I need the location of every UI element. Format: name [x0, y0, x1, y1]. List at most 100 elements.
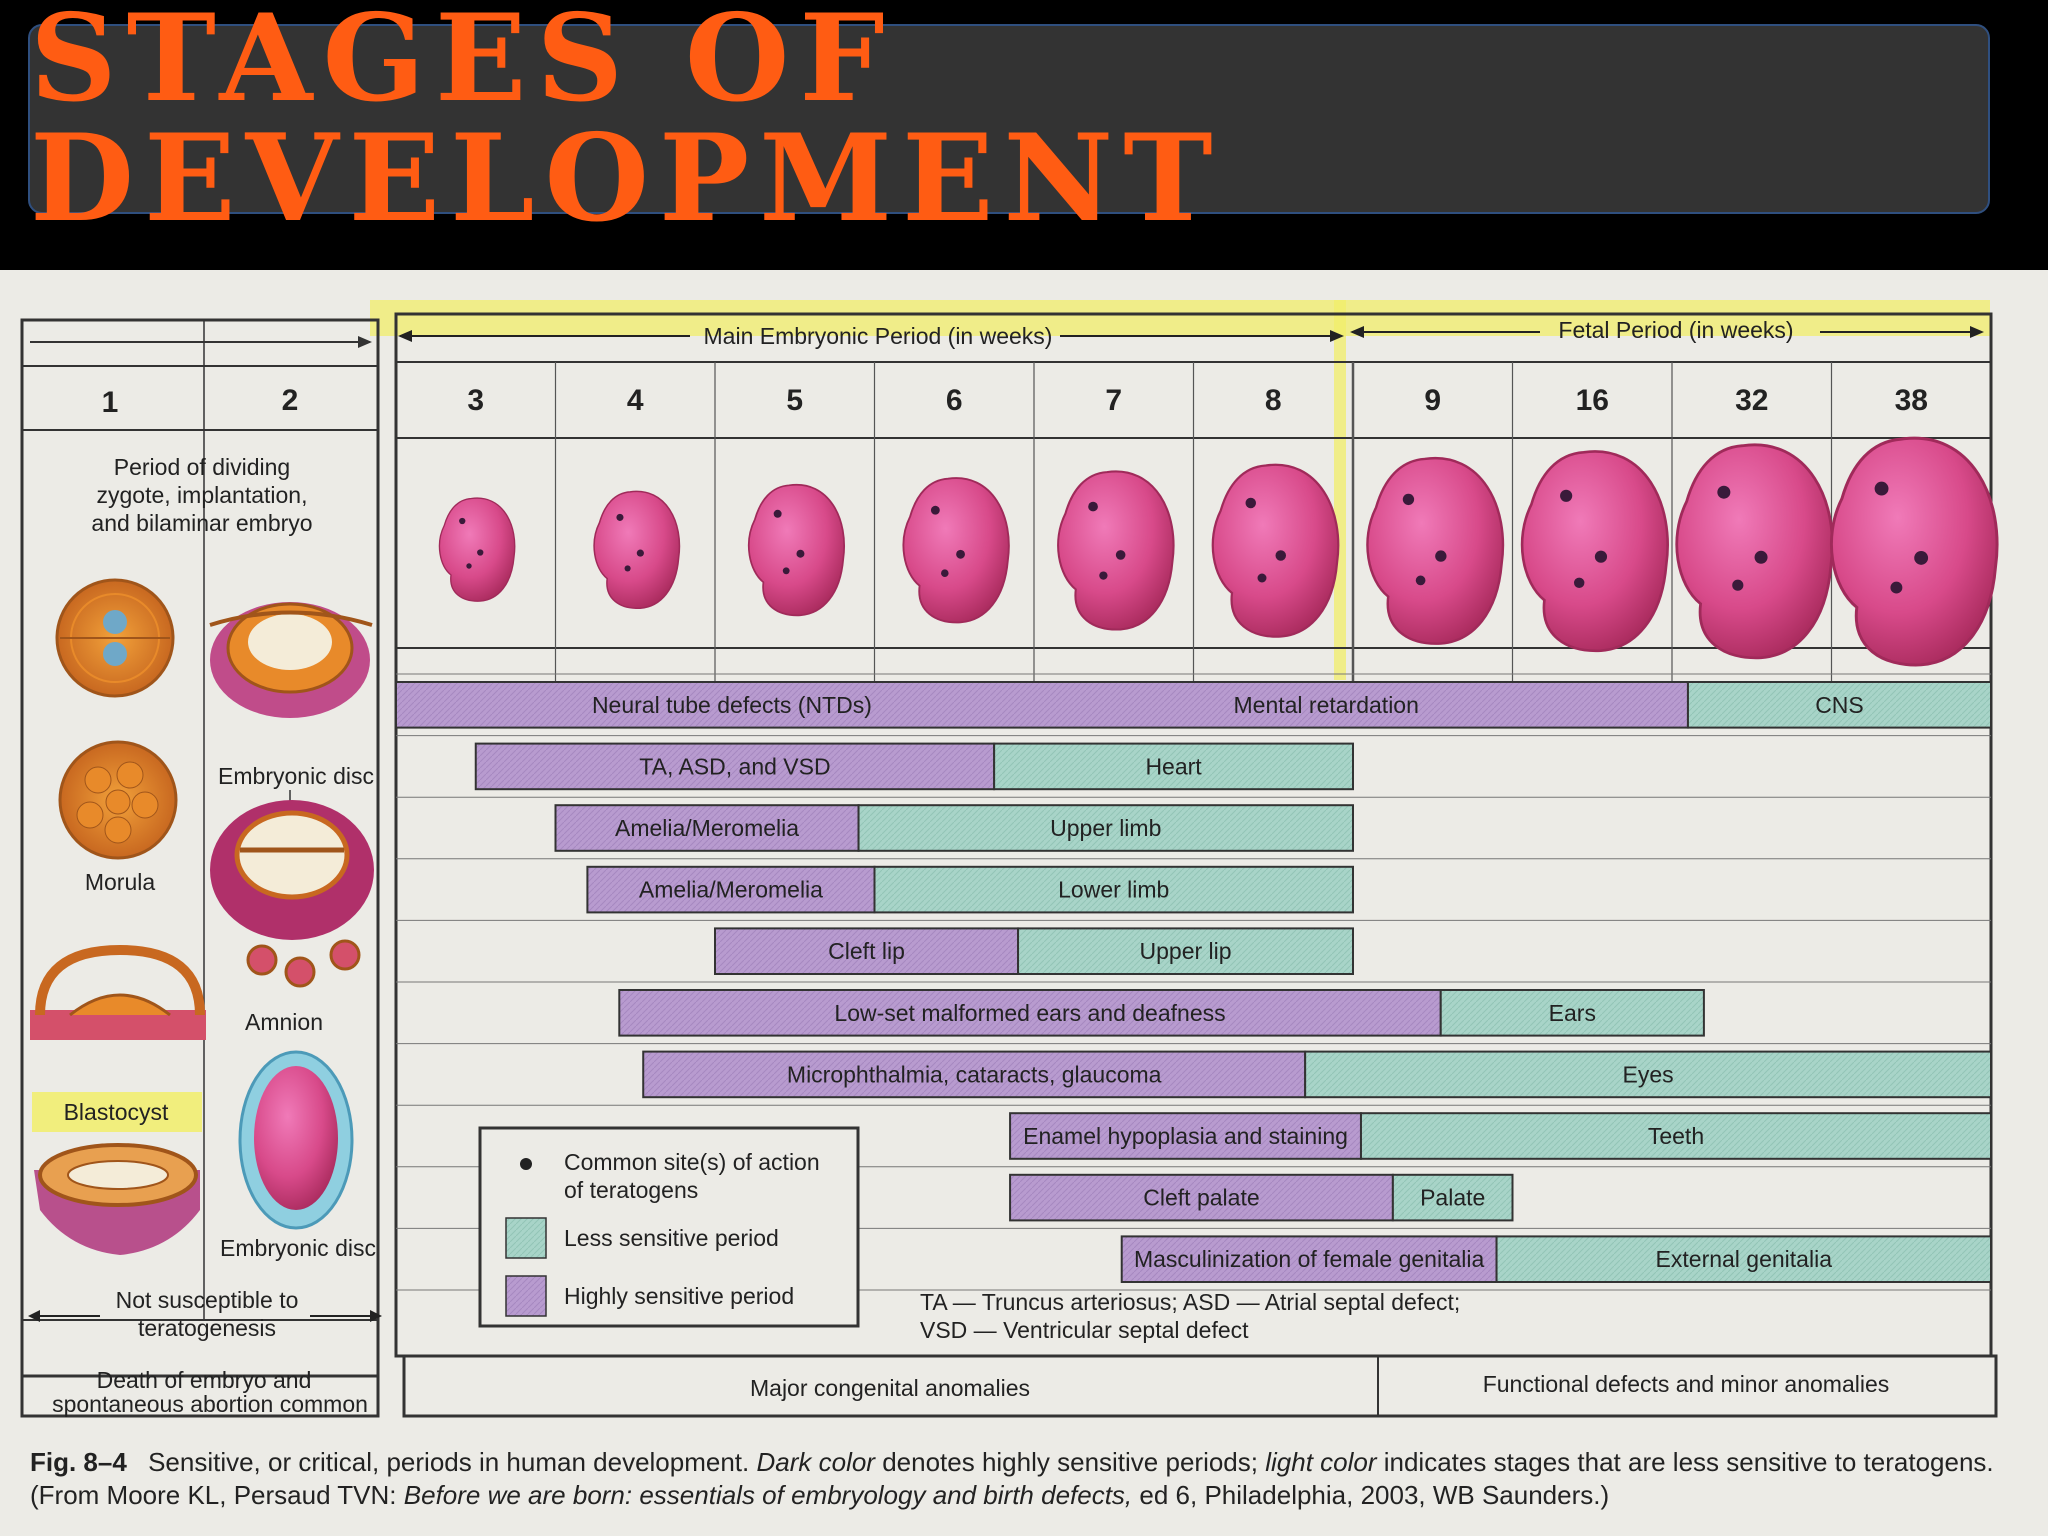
bar-label: Cleft palate	[1143, 1185, 1259, 1211]
embryo-illustration	[1057, 470, 1175, 631]
caption-text: ed 6, Philadelphia, 2003, WB Saunders.)	[1139, 1480, 1610, 1510]
embryo-illustration	[593, 490, 681, 609]
embryo-layer	[438, 436, 1999, 667]
period-text-line: zygote, implantation,	[97, 482, 308, 508]
amnion-label: Amnion	[245, 1009, 323, 1035]
less-sensitive-bar	[1391, 1173, 1514, 1222]
week-label: 7	[1105, 384, 1122, 417]
less-sensitive-bar	[1017, 927, 1354, 976]
morula-illustration	[58, 740, 178, 860]
week-label: 1	[102, 386, 119, 419]
caption-light: light color	[1265, 1447, 1377, 1477]
figure-caption: Fig. 8–4 Sensitive, or critical, periods…	[30, 1446, 2020, 1512]
embryo-illustration	[1211, 463, 1340, 638]
week-label: 4	[627, 384, 644, 417]
caption-book: Before we are born: essentials of embryo…	[403, 1480, 1133, 1510]
bar-label: TA, ASD, and VSD	[639, 753, 830, 779]
blastocyst-label: Blastocyst	[64, 1099, 169, 1125]
bar-label: Low-set malformed ears and deafness	[834, 1000, 1225, 1026]
figure-sheet: 1 2 Period of dividing zygote, implantat…	[0, 270, 2048, 1536]
week-label: 38	[1895, 384, 1928, 417]
bar-label: Masculinization of female genitalia	[1134, 1246, 1485, 1272]
bar-label: Cleft lip	[828, 938, 905, 964]
main-period-highlight	[370, 300, 1990, 336]
sensitive-periods-diagram: 1 2 Period of dividing zygote, implantat…	[20, 300, 1999, 1418]
blastocyst-highlight	[32, 1092, 202, 1132]
less-sensitive-bar	[1439, 989, 1705, 1037]
bar-label: Teeth	[1648, 1123, 1704, 1149]
bar-label: External genitalia	[1656, 1246, 1833, 1272]
embryo-illustration	[747, 483, 845, 617]
bar-label: Lower limb	[1058, 877, 1169, 903]
period-text-line: Period of dividing	[114, 454, 290, 480]
bar-label: Upper lip	[1140, 938, 1232, 964]
figure-number: Fig. 8–4	[30, 1447, 127, 1477]
death-text: spontaneous abortion common	[52, 1391, 368, 1417]
abbreviation-note: VSD — Ventricular septal defect	[920, 1317, 1249, 1343]
legend-dot-label: Common site(s) of action	[564, 1149, 820, 1175]
caption-text: Sensitive, or critical, periods in human…	[148, 1447, 750, 1477]
implanted-embryo-illustration	[210, 800, 374, 988]
bar-label: Amelia/Meromelia	[615, 815, 799, 841]
caption-text: denotes highly sensitive periods;	[882, 1447, 1258, 1477]
less-sensitive-bar	[993, 742, 1354, 791]
less-sensitive-bar	[1304, 1050, 1992, 1099]
legend: Common site(s) of action of teratogens L…	[478, 1126, 860, 1328]
bilaminar-embryo-illustration	[209, 602, 373, 718]
legend-less-label: Less sensitive period	[564, 1225, 779, 1251]
embryo-illustration	[1520, 450, 1669, 652]
embryo-illustration	[902, 477, 1010, 624]
caption-dark: Dark color	[756, 1447, 875, 1477]
week-label: 6	[946, 384, 963, 417]
week-label: 9	[1424, 384, 1441, 417]
less-sensitive-bar	[857, 804, 1354, 852]
legend-high-label: Highly sensitive period	[564, 1283, 794, 1309]
title-banner: STAGES OF DEVELOPMENT	[28, 0, 1990, 239]
week-label: 5	[786, 384, 803, 417]
bars-layer: Neural tube defects (NTDs) Mental retarda…	[395, 681, 1993, 1284]
legend-dot-label: of teratogens	[564, 1177, 698, 1203]
bar-label: CNS	[1815, 692, 1864, 718]
page-title: STAGES OF DEVELOPMENT	[30, 0, 1223, 249]
fetal-period-label: Fetal Period (in weeks)	[1558, 317, 1793, 343]
bar-label: Heart	[1145, 753, 1202, 779]
amnion-illustration	[238, 1050, 354, 1230]
not-susceptible-text: teratogenesis	[138, 1315, 276, 1341]
bar-label: Microphthalmia, cataracts, glaucoma	[787, 1061, 1162, 1087]
highly-sensitive-bar	[1009, 1112, 1362, 1160]
bar-label: Neural tube defects (NTDs)	[592, 692, 872, 718]
embryonic-disc-label: Embryonic disc	[218, 763, 374, 789]
highly-sensitive-bar	[1120, 1235, 1498, 1284]
implanting-blastocyst-illustration	[30, 944, 206, 1040]
bar-label: Mental retardation	[1234, 692, 1419, 718]
embryo-illustration	[438, 497, 516, 602]
bar-label: Eyes	[1623, 1061, 1674, 1087]
teratogen-dot-icon	[520, 1158, 532, 1170]
highly-sensitive-bar	[395, 681, 1689, 729]
fetal-boundary-highlight	[1334, 300, 1346, 680]
embryo-illustration	[1830, 436, 1999, 667]
embryo-illustration	[1366, 456, 1505, 645]
week-label: 3	[467, 384, 484, 417]
less-sensitive-bar	[873, 865, 1354, 914]
fetal-period-header: Fetal Period (in weeks)	[1350, 317, 1984, 343]
abbreviation-note: TA — Truncus arteriosus; ASD — Atrial se…	[920, 1289, 1460, 1315]
death-text: Death of embryo and	[97, 1367, 312, 1393]
highly-sensitive-bar	[554, 804, 860, 852]
not-susceptible-text: Not susceptible to	[116, 1287, 299, 1313]
week-label: 32	[1735, 384, 1768, 417]
caption-text: indicates stages that are less sensitive…	[30, 1447, 1994, 1510]
bar-label: Upper limb	[1050, 815, 1161, 841]
less-sensitive-bar	[1686, 681, 1992, 729]
zygote-illustration	[55, 578, 175, 698]
highly-sensitive-bar	[1009, 1173, 1394, 1222]
period-text-line: and bilaminar embryo	[91, 510, 312, 536]
highly-sensitive-bar	[474, 742, 996, 791]
week-label: 8	[1265, 384, 1282, 417]
major-anomalies-label: Major congenital anomalies	[750, 1375, 1030, 1401]
main-period-label: Main Embryonic Period (in weeks)	[704, 323, 1053, 349]
embryo-illustration	[1675, 443, 1834, 660]
bar-label: Enamel hypoplasia and staining	[1023, 1123, 1348, 1149]
week-label: 2	[282, 384, 299, 417]
functional-defects-label: Functional defects and minor anomalies	[1483, 1371, 1890, 1397]
